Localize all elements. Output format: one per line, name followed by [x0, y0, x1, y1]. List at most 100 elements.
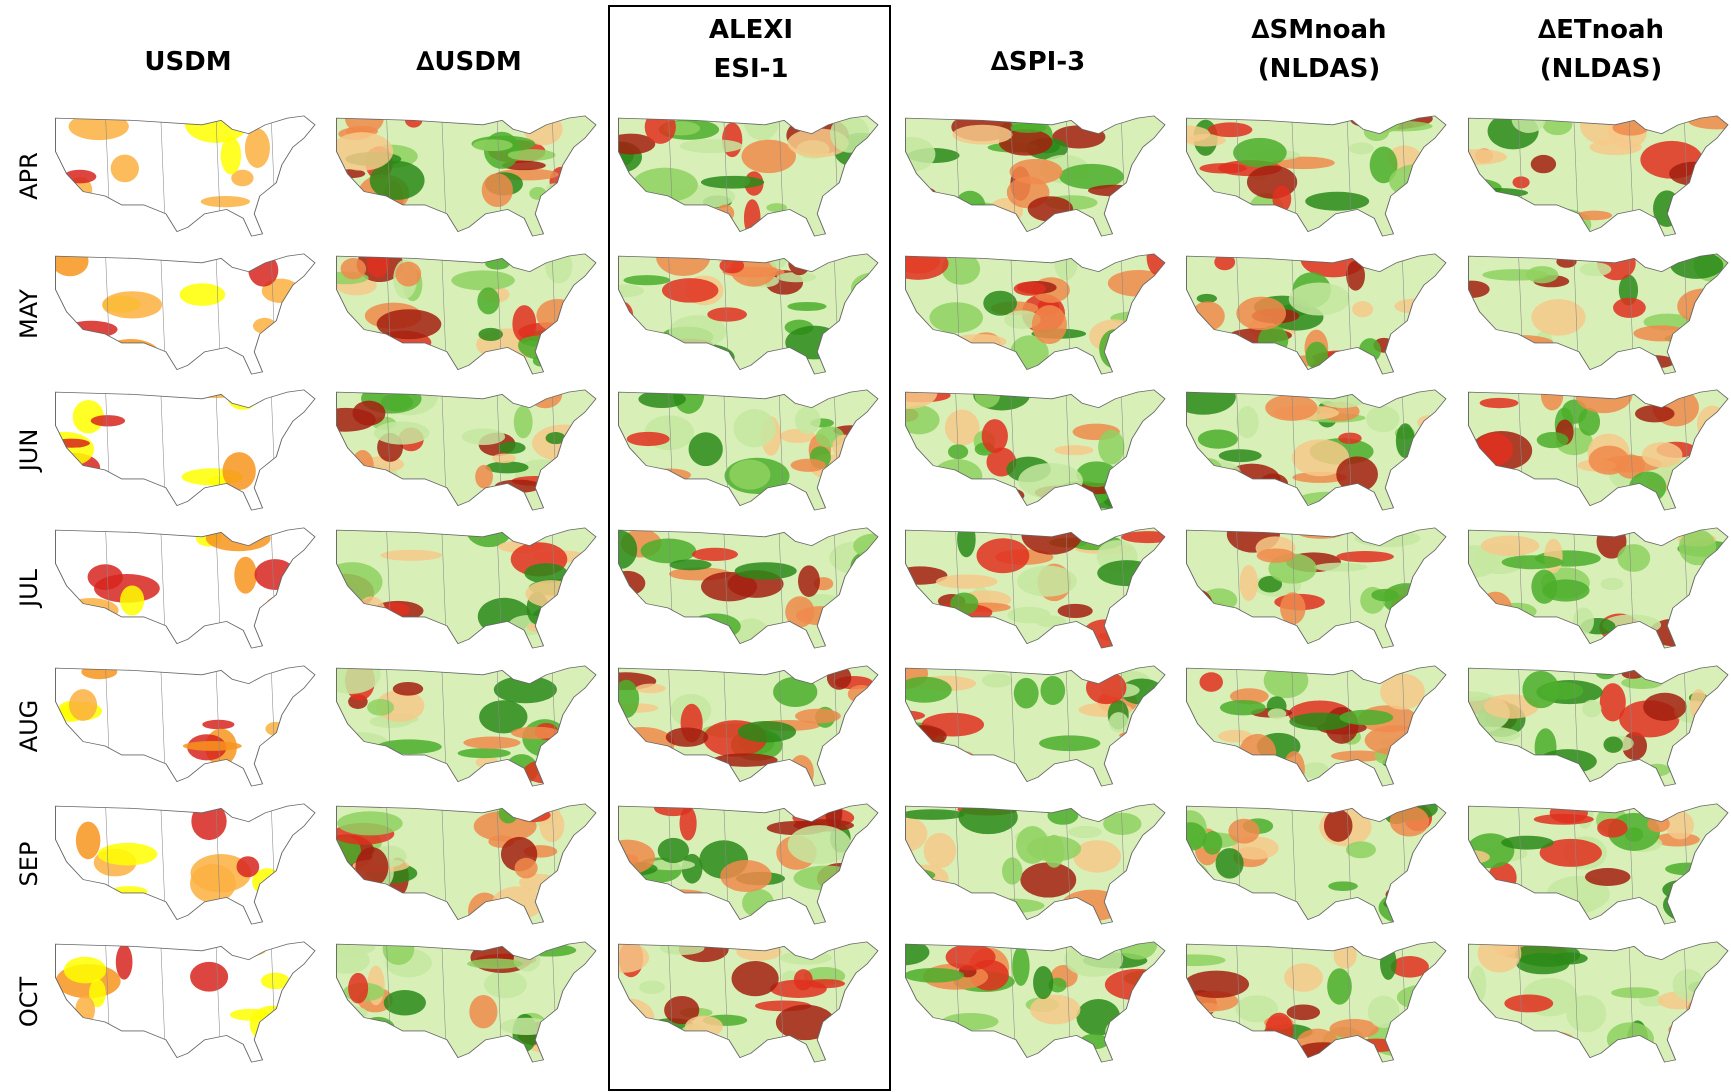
- map-region: [692, 548, 738, 561]
- map-region: [720, 860, 771, 892]
- map-region: [1556, 256, 1576, 268]
- map-fill: [893, 515, 1176, 657]
- map-region: [1594, 658, 1618, 679]
- map-region: [1494, 938, 1516, 955]
- map-fill: [594, 657, 889, 795]
- map-region: [1239, 565, 1258, 601]
- map-fill: [50, 104, 326, 245]
- map-fill: [36, 381, 326, 519]
- map-region: [348, 973, 368, 1004]
- map-region: [477, 287, 499, 314]
- map-region: [901, 1031, 945, 1071]
- map-region: [531, 1043, 564, 1053]
- map-region: [1236, 406, 1258, 438]
- map-region: [1447, 149, 1507, 165]
- map-region: [946, 944, 996, 970]
- map-fill: [50, 245, 326, 383]
- map-fill: [50, 795, 326, 933]
- map-region: [515, 858, 538, 879]
- map-region: [992, 488, 1024, 503]
- map-region: [1700, 628, 1731, 644]
- map-region: [1328, 881, 1358, 891]
- map-region: [887, 247, 948, 279]
- map-region: [1681, 470, 1709, 482]
- map-region: [524, 944, 576, 957]
- map-region: [1130, 716, 1193, 743]
- map-region: [1054, 246, 1077, 281]
- map: [594, 657, 889, 795]
- map-region: [350, 622, 374, 640]
- map-region: [237, 856, 260, 877]
- map-region: [546, 432, 566, 444]
- map-region: [1033, 966, 1053, 999]
- map-region: [1204, 1028, 1228, 1055]
- map-region: [679, 1036, 709, 1059]
- map-region: [69, 113, 129, 140]
- row-label: APR: [15, 152, 43, 200]
- map-region: [1697, 406, 1728, 443]
- map-region: [248, 254, 278, 287]
- map-region: [521, 335, 572, 347]
- map-region: [351, 450, 373, 482]
- map-region: [1617, 544, 1650, 572]
- map: [50, 245, 326, 383]
- map-region: [929, 302, 983, 333]
- map-region: [78, 747, 103, 767]
- map-region: [637, 487, 696, 508]
- map-region: [467, 959, 523, 969]
- map-region: [733, 409, 775, 447]
- column-header: USDM: [144, 47, 231, 77]
- map-region: [1334, 942, 1357, 969]
- map-region: [639, 980, 665, 994]
- map-region: [1429, 995, 1455, 1011]
- map-region: [1504, 994, 1553, 1012]
- map-region: [1383, 896, 1440, 912]
- map-region: [898, 405, 939, 434]
- map-region: [1579, 263, 1611, 277]
- map-region: [1493, 355, 1522, 371]
- map-region: [1105, 969, 1171, 1001]
- map-fill: [321, 245, 607, 383]
- map-region: [707, 307, 747, 321]
- map-region: [1642, 442, 1683, 468]
- map-region: [1099, 329, 1130, 368]
- map-region: [380, 550, 442, 561]
- map-region: [323, 939, 376, 956]
- map-region: [1687, 1009, 1714, 1035]
- map-region: [685, 1016, 723, 1038]
- map-region: [1537, 432, 1569, 448]
- map-region: [1177, 459, 1241, 485]
- row-label: MAY: [15, 289, 43, 339]
- map-region: [919, 346, 937, 368]
- map-region: [1287, 1004, 1320, 1020]
- map-region: [635, 340, 686, 354]
- map-region: [1047, 806, 1078, 825]
- map: [879, 795, 1182, 933]
- map: [1447, 519, 1731, 657]
- map-region: [1314, 381, 1370, 408]
- map-region: [1176, 621, 1219, 636]
- map-region: [1119, 730, 1180, 740]
- map-region: [613, 680, 639, 718]
- map-region: [1171, 379, 1236, 415]
- map-region: [1526, 266, 1558, 283]
- map-region: [393, 682, 423, 696]
- map-region: [1012, 946, 1029, 986]
- map-region: [1283, 751, 1305, 787]
- map-region: [1490, 196, 1523, 208]
- map-region: [206, 525, 271, 551]
- map-region: [1513, 901, 1570, 918]
- map-region: [876, 939, 930, 965]
- map-region: [102, 291, 162, 318]
- map: [1158, 107, 1457, 245]
- map-fill: [1446, 657, 1731, 795]
- map-region: [1480, 398, 1519, 408]
- map-region: [364, 1035, 388, 1066]
- map-region: [610, 301, 633, 329]
- map-region: [1020, 862, 1076, 897]
- map-region: [794, 969, 813, 990]
- map-region: [1233, 138, 1287, 167]
- map-region: [377, 309, 442, 339]
- map-region: [1663, 886, 1726, 923]
- map-region: [841, 460, 887, 495]
